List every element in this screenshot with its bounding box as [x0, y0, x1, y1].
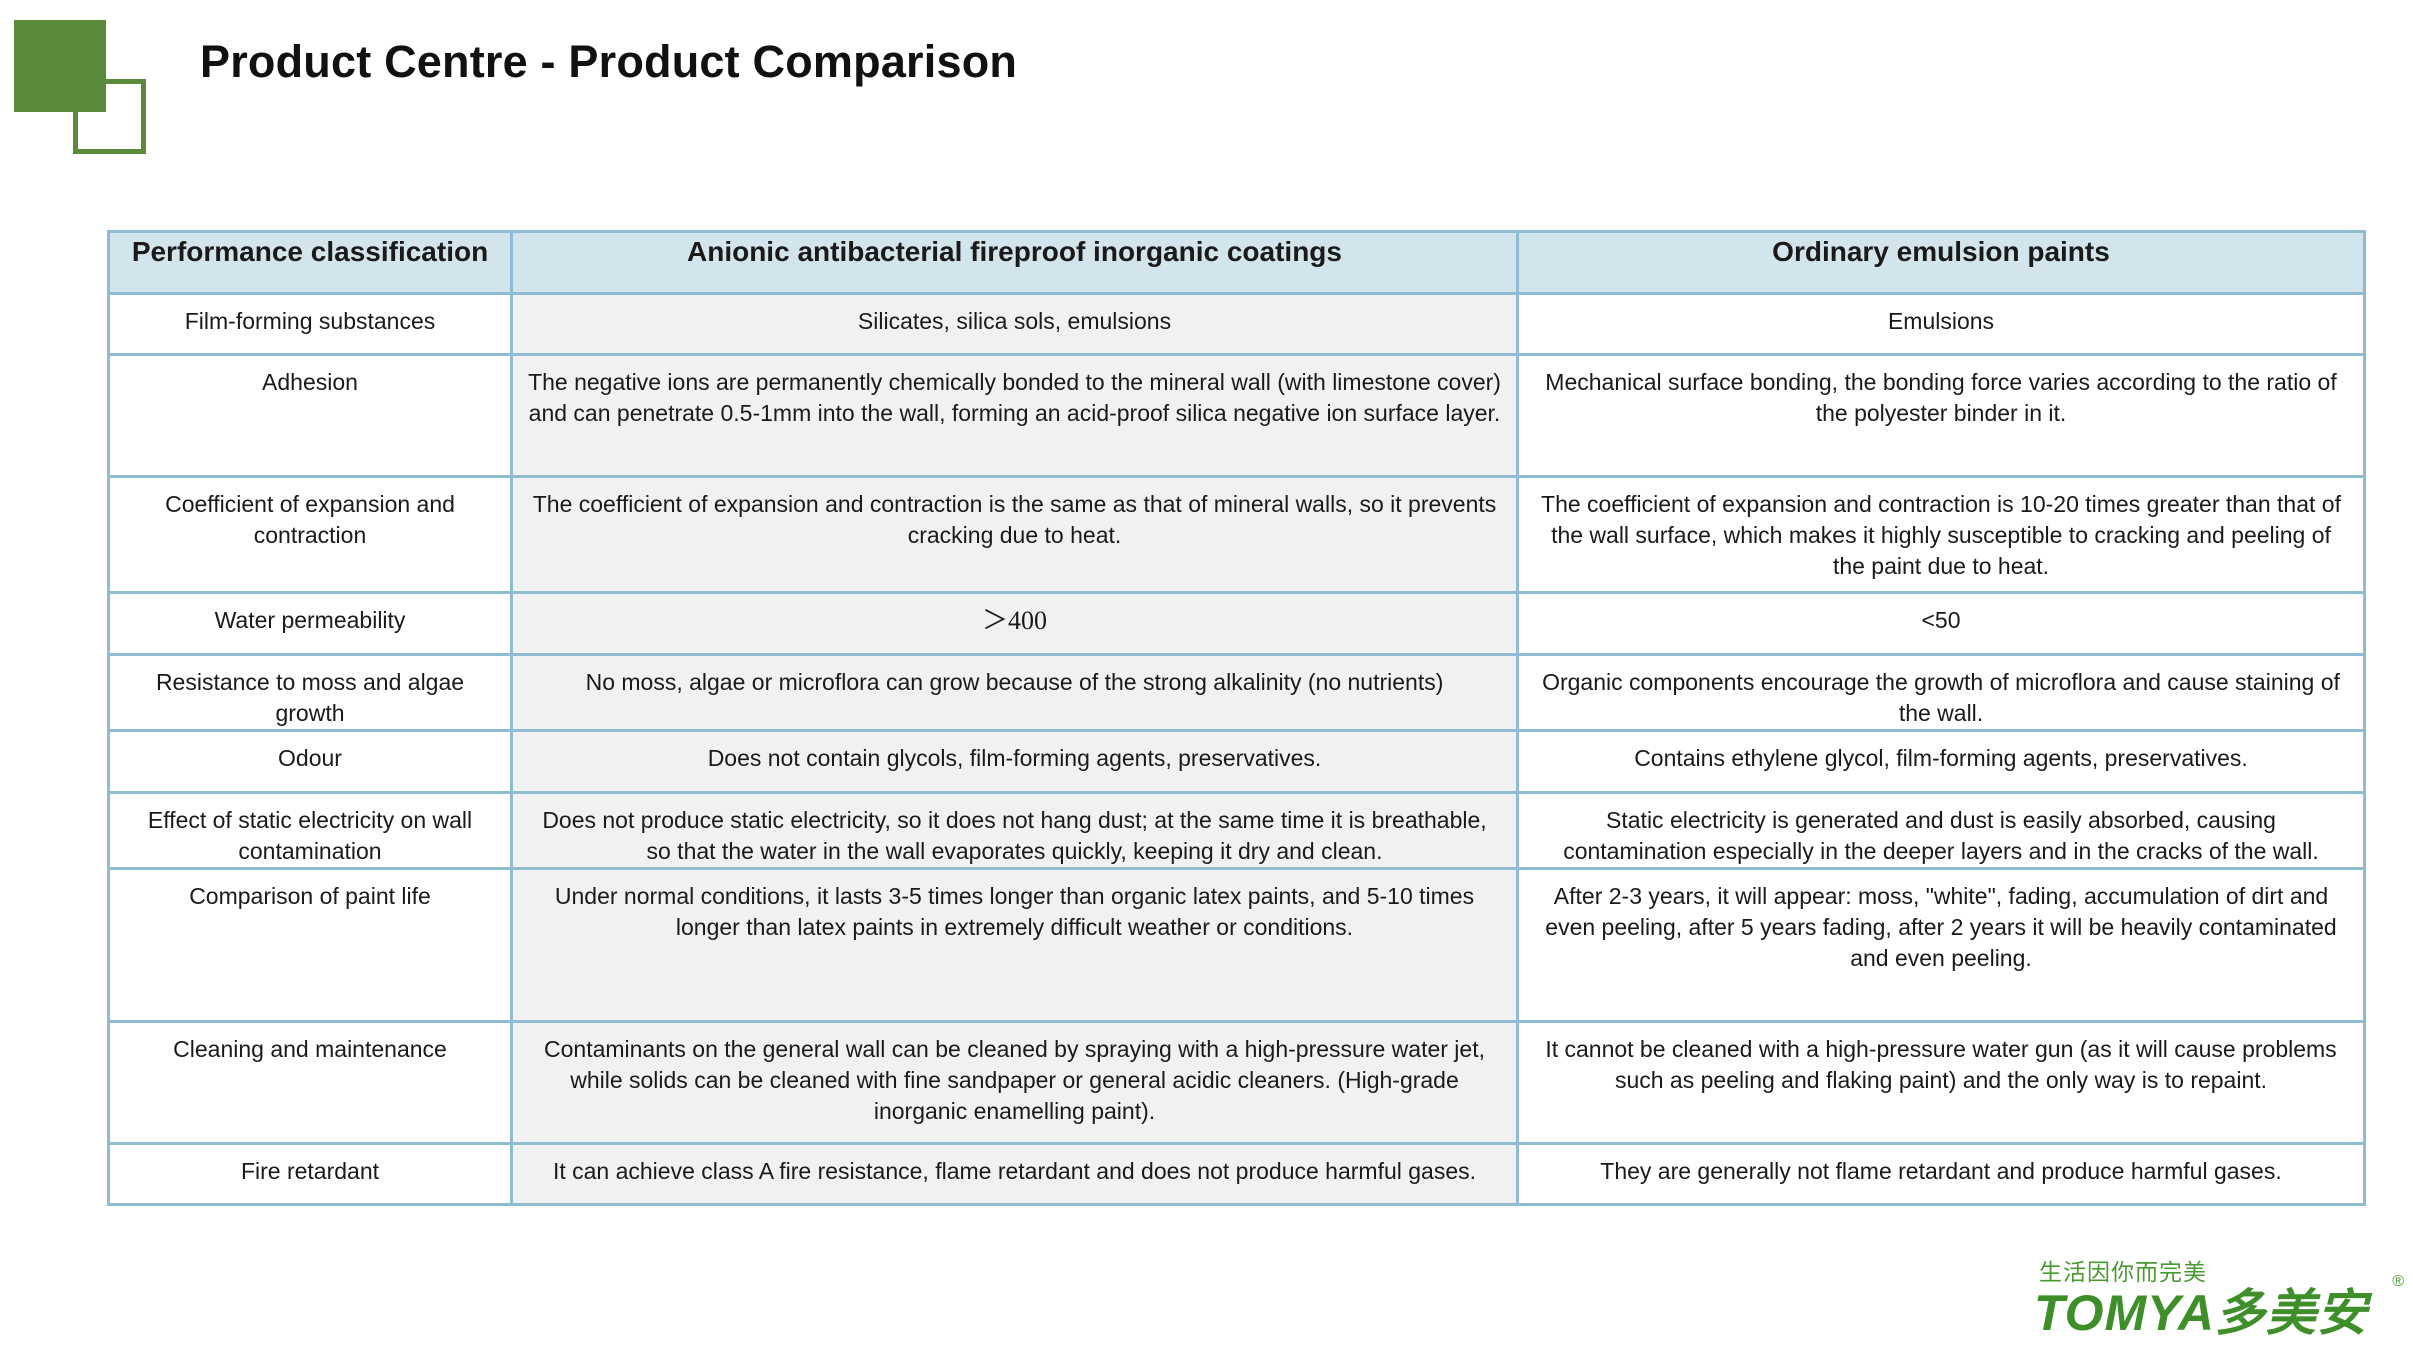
column-header-emulsion-paints: Ordinary emulsion paints	[1516, 230, 2366, 295]
emulsion-cell: They are generally not flame retardant a…	[1516, 1142, 2366, 1206]
row-label: Film-forming substances	[107, 292, 513, 356]
row-label: Fire retardant	[107, 1142, 513, 1206]
inorganic-cell: Does not produce static electricity, so …	[510, 791, 1519, 870]
water-permeability-value: ＞400	[981, 606, 1047, 635]
inorganic-cell: The coefficient of expansion and contrac…	[510, 475, 1519, 594]
emulsion-cell: Static electricity is generated and dust…	[1516, 791, 2366, 870]
emulsion-cell: Organic components encourage the growth …	[1516, 653, 2366, 732]
table-row: Resistance to moss and algae growth No m…	[107, 653, 2366, 732]
brand-name: TOMYA多美安	[2034, 1285, 2368, 1341]
inorganic-cell: Silicates, silica sols, emulsions	[510, 292, 1519, 356]
row-label: Water permeability	[107, 591, 513, 656]
brand-logo: 生活因你而完美 TOMYA多美安 ®	[2034, 1253, 2404, 1341]
inorganic-cell: ＞400	[510, 591, 1519, 656]
table-row: Odour Does not contain glycols, film-for…	[107, 729, 2366, 794]
emulsion-cell: It cannot be cleaned with a high-pressur…	[1516, 1020, 2366, 1145]
row-label: Coefficient of expansion and contraction	[107, 475, 513, 594]
emulsion-cell: Contains ethylene glycol, film-forming a…	[1516, 729, 2366, 794]
emulsion-cell: The coefficient of expansion and contrac…	[1516, 475, 2366, 594]
table-row: Film-forming substances Silicates, silic…	[107, 292, 2366, 356]
corner-logo-mark	[14, 20, 146, 154]
logo-outline-square	[73, 79, 146, 154]
inorganic-cell: Contaminants on the general wall can be …	[510, 1020, 1519, 1145]
table-row: Coefficient of expansion and contraction…	[107, 475, 2366, 594]
table-row: Adhesion The negative ions are permanent…	[107, 353, 2366, 478]
emulsion-cell: Emulsions	[1516, 292, 2366, 356]
row-label: Odour	[107, 729, 513, 794]
emulsion-cell: <50	[1516, 591, 2366, 656]
page-title: Product Centre - Product Comparison	[200, 36, 1018, 87]
emulsion-cell: After 2-3 years, it will appear: moss, "…	[1516, 867, 2366, 1023]
column-header-classification: Performance classification	[107, 230, 513, 295]
row-label: Comparison of paint life	[107, 867, 513, 1023]
inorganic-cell: No moss, algae or microflora can grow be…	[510, 653, 1519, 732]
inorganic-cell: It can achieve class A fire resistance, …	[510, 1142, 1519, 1206]
table-row: Effect of static electricity on wall con…	[107, 791, 2366, 870]
comparison-table: Performance classification Anionic antib…	[107, 230, 2366, 1206]
registered-mark-icon: ®	[2392, 1273, 2404, 1290]
row-label: Effect of static electricity on wall con…	[107, 791, 513, 870]
column-header-inorganic-coatings: Anionic antibacterial fireproof inorgani…	[510, 230, 1519, 295]
table-row: Comparison of paint life Under normal co…	[107, 867, 2366, 1023]
row-label: Cleaning and maintenance	[107, 1020, 513, 1145]
table-row: Water permeability ＞400 <50	[107, 591, 2366, 656]
row-label: Resistance to moss and algae growth	[107, 653, 513, 732]
logo-filled-square	[14, 20, 106, 112]
brand-slogan: 生活因你而完美	[2039, 1259, 2207, 1285]
emulsion-cell: Mechanical surface bonding, the bonding …	[1516, 353, 2366, 478]
table-row: Fire retardant It can achieve class A fi…	[107, 1142, 2366, 1206]
inorganic-cell: Under normal conditions, it lasts 3-5 ti…	[510, 867, 1519, 1023]
table-row: Cleaning and maintenance Contaminants on…	[107, 1020, 2366, 1145]
inorganic-cell: The negative ions are permanently chemic…	[510, 353, 1519, 478]
row-label: Adhesion	[107, 353, 513, 478]
inorganic-cell: Does not contain glycols, film-forming a…	[510, 729, 1519, 794]
table-header-row: Performance classification Anionic antib…	[107, 230, 2366, 295]
